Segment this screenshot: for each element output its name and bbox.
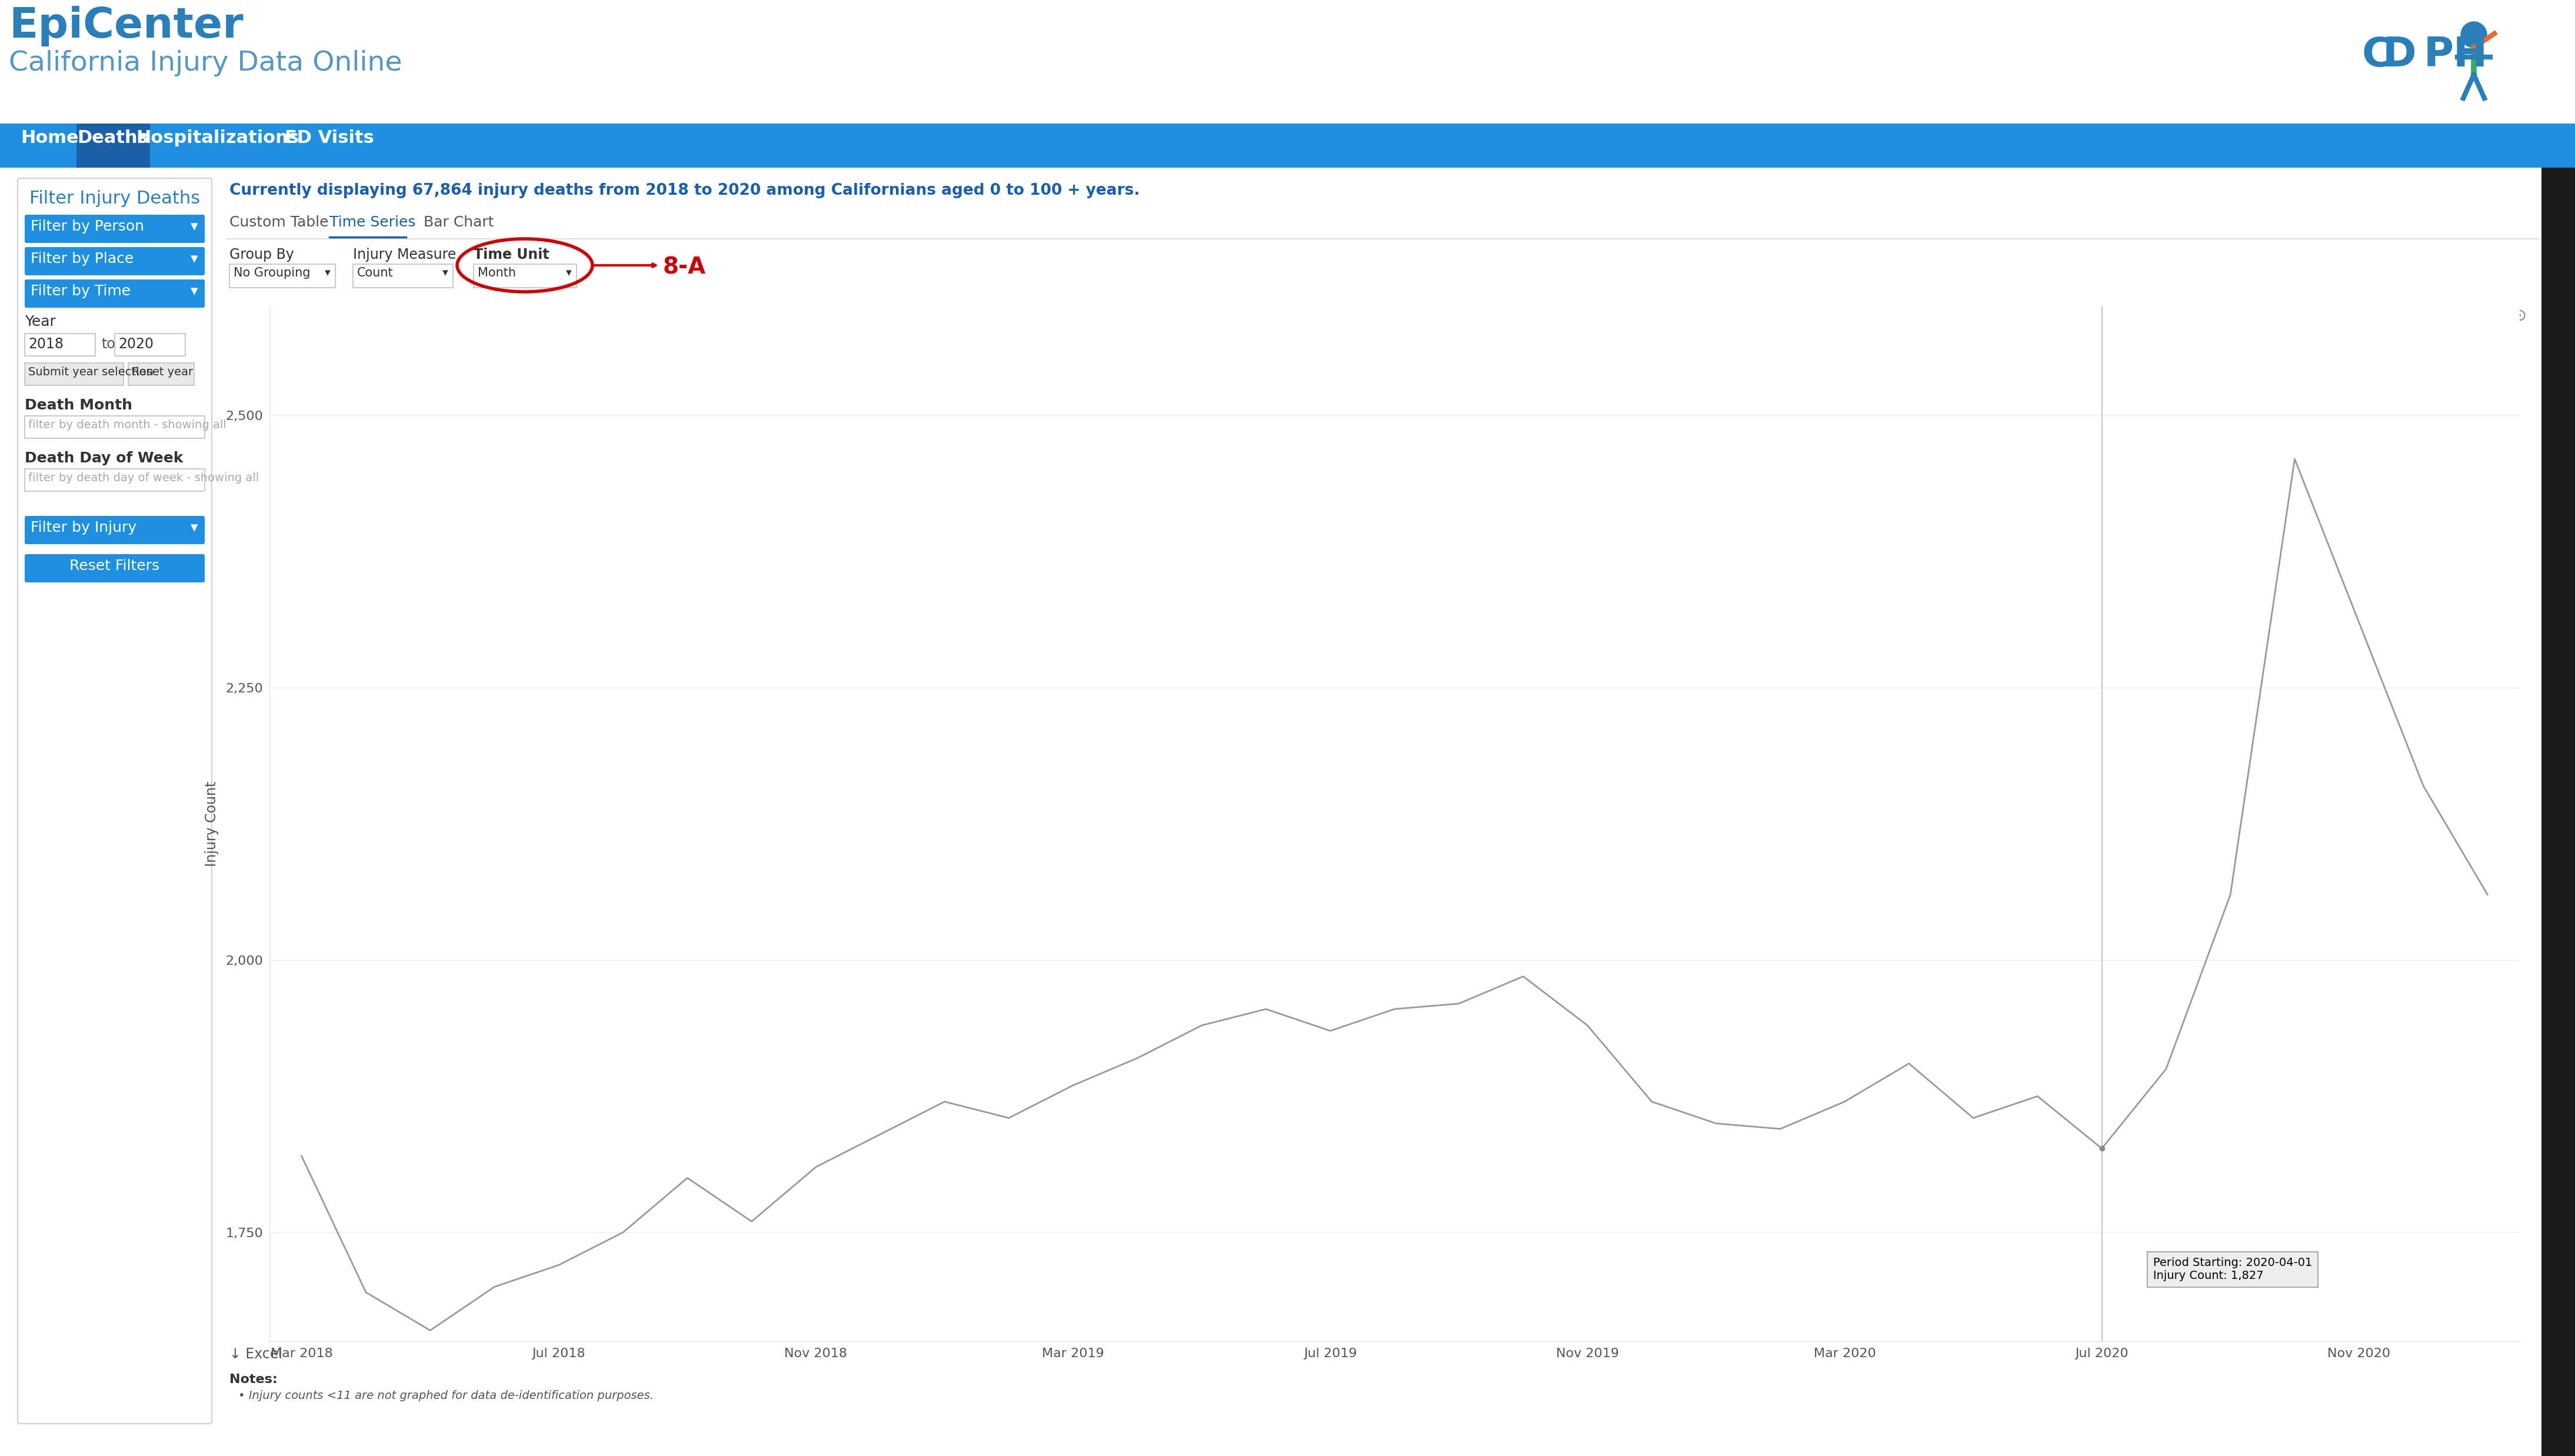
Text: ▾: ▾ (191, 521, 198, 534)
Text: Count: Count (358, 266, 394, 280)
Text: ↓ Excel: ↓ Excel (229, 1347, 283, 1361)
Text: ⊙: ⊙ (2513, 307, 2526, 325)
Text: filter by death day of week - showing all: filter by death day of week - showing al… (28, 472, 260, 483)
Text: Filter by Injury: Filter by Injury (31, 521, 136, 534)
Text: Home: Home (21, 130, 80, 147)
Bar (116, 333, 185, 355)
Text: D: D (2382, 35, 2415, 74)
FancyBboxPatch shape (26, 248, 206, 275)
Text: Submit year selection: Submit year selection (28, 367, 154, 377)
Text: Time Series: Time Series (330, 215, 415, 230)
Bar (26, 363, 124, 386)
Text: Currently displaying 67,864 injury deaths from 2018 to 2020 among Californians a: Currently displaying 67,864 injury death… (229, 183, 1141, 198)
Text: Hospitalizations: Hospitalizations (136, 130, 299, 147)
Text: Death Month: Death Month (26, 399, 131, 412)
Bar (0, 124, 2575, 167)
Text: • Injury counts <11 are not graphed for data de-identification purposes.: • Injury counts <11 are not graphed for … (239, 1390, 654, 1401)
Text: ▾: ▾ (443, 266, 448, 278)
Text: 2018: 2018 (28, 338, 64, 351)
Bar (0, 0, 2575, 124)
Text: Notes:: Notes: (229, 1373, 278, 1386)
Text: to: to (100, 338, 116, 351)
Bar (26, 333, 95, 355)
FancyBboxPatch shape (26, 280, 206, 307)
Text: ▾: ▾ (191, 220, 198, 233)
Text: Period Starting: 2020-04-01
Injury Count: 1,827: Period Starting: 2020-04-01 Injury Count… (2153, 1258, 2312, 1281)
Bar (286, 124, 373, 167)
Text: 8-A: 8-A (662, 256, 706, 280)
Bar (229, 264, 335, 288)
Bar (18, 124, 82, 167)
Text: H: H (2454, 35, 2487, 74)
Text: Deaths: Deaths (77, 130, 149, 147)
Text: ▾: ▾ (324, 266, 330, 278)
Bar (474, 264, 577, 288)
Bar (2323, 9, 2524, 109)
Text: ED Visits: ED Visits (286, 130, 373, 147)
Text: Filter by Place: Filter by Place (31, 252, 134, 266)
Text: P: P (2423, 35, 2454, 74)
Text: Injury Measure: Injury Measure (353, 248, 456, 262)
Bar (26, 416, 206, 438)
Text: ▾: ▾ (191, 252, 198, 266)
Bar (2542, 0, 2575, 1456)
Text: 2020: 2020 (118, 338, 154, 351)
Text: Reset Filters: Reset Filters (70, 559, 160, 574)
FancyBboxPatch shape (26, 214, 206, 243)
Y-axis label: Injury Count: Injury Count (203, 782, 219, 866)
Text: Filter by Time: Filter by Time (31, 284, 131, 298)
Text: Group By: Group By (229, 248, 294, 262)
Text: Reset year: Reset year (131, 367, 193, 377)
Text: Custom Table: Custom Table (229, 215, 330, 230)
Text: filter by death month - showing all: filter by death month - showing all (28, 419, 227, 431)
Text: C: C (2361, 35, 2392, 74)
Bar (26, 469, 206, 491)
Text: No Grouping: No Grouping (234, 266, 312, 280)
Text: Death Day of Week: Death Day of Week (26, 451, 183, 466)
Text: Bar Chart: Bar Chart (422, 215, 494, 230)
Text: 8-B: 8-B (2477, 1267, 2521, 1290)
Circle shape (2462, 22, 2487, 48)
Text: EpiCenter: EpiCenter (8, 6, 242, 47)
Text: ▾: ▾ (566, 266, 572, 278)
FancyBboxPatch shape (26, 515, 206, 545)
Text: California Injury Data Online: California Injury Data Online (8, 50, 402, 77)
Bar (77, 124, 149, 167)
Bar (353, 264, 453, 288)
Text: Year: Year (26, 314, 57, 329)
Text: ▾: ▾ (191, 284, 198, 298)
Text: Filter Injury Deaths: Filter Injury Deaths (28, 191, 201, 207)
Text: Filter by Person: Filter by Person (31, 220, 144, 233)
Bar (129, 363, 193, 386)
FancyBboxPatch shape (18, 178, 211, 1424)
Text: Time Unit: Time Unit (474, 248, 548, 262)
FancyBboxPatch shape (26, 555, 206, 582)
Bar (149, 124, 286, 167)
Text: Month: Month (479, 266, 515, 280)
